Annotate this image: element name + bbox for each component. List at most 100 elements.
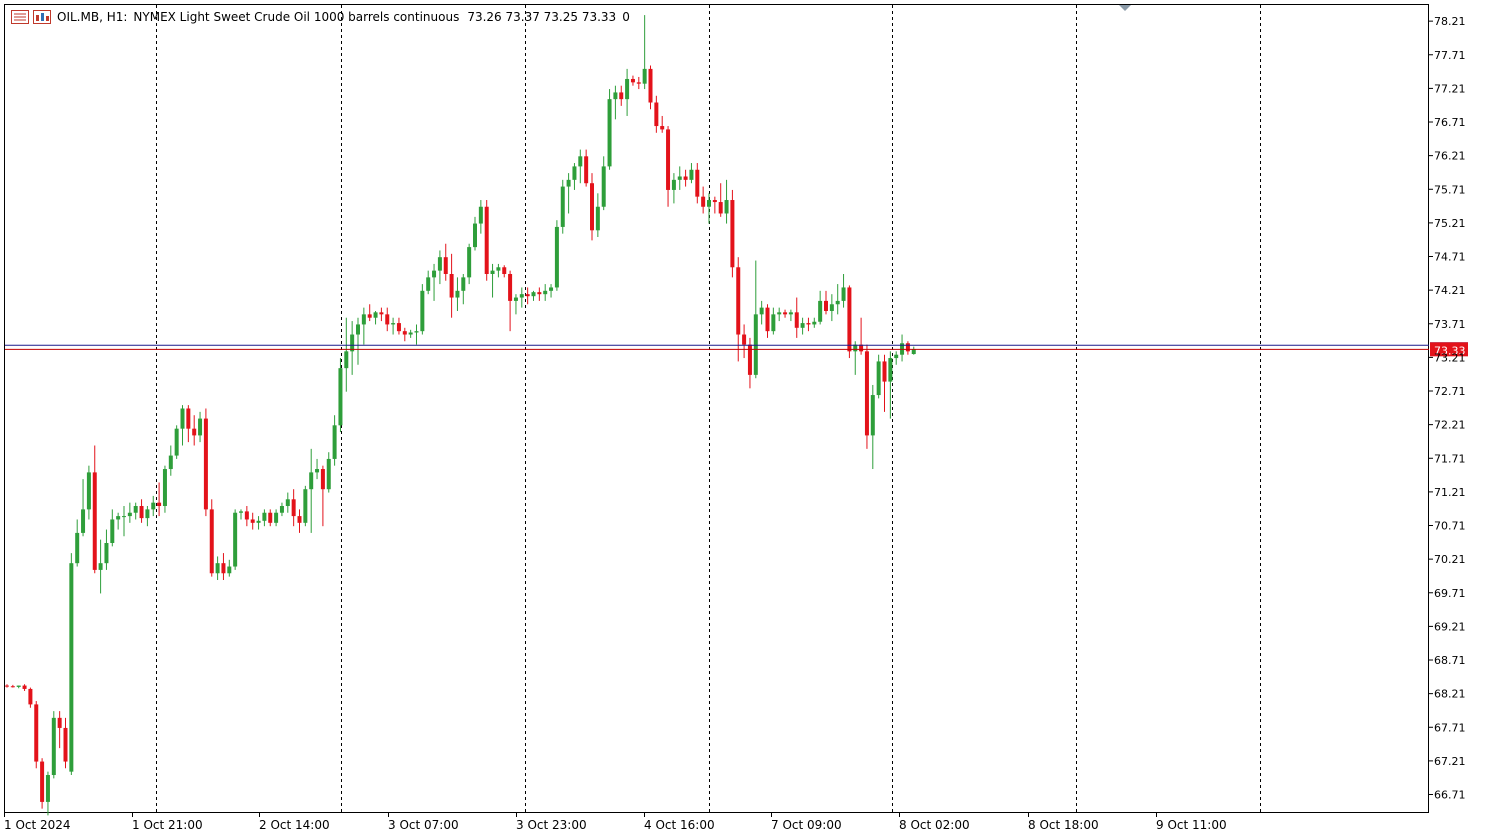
candle-body [315,469,320,473]
candle-body [543,290,548,295]
candle-body [759,307,764,315]
candle-body [81,509,86,533]
symbol-list-icon[interactable] [11,10,29,24]
candle-body [666,129,671,190]
candle-body [455,290,460,298]
candle-body [484,206,489,274]
candle-body [198,418,203,436]
candle-body [320,469,325,490]
y-tick-label: 76.71 [1434,116,1466,129]
candle-body [92,472,97,570]
candle-body [385,314,390,325]
candle-body [654,102,659,127]
candle-body [291,499,296,517]
candle-body [449,274,454,298]
candle-body [508,274,513,301]
candle-body [338,368,343,426]
candle-body [69,563,74,772]
y-tick-label: 72.71 [1434,385,1466,398]
candle-body [905,343,910,352]
candle-body [344,351,349,369]
candle-body [695,169,700,197]
candle-body [162,469,167,507]
candle-body [701,196,706,207]
candle-body [408,332,413,335]
candle-body [478,206,483,224]
candle-body [911,349,916,355]
candle-body [747,344,752,375]
candle-body [777,312,782,315]
candle-body [250,519,255,523]
y-tick-label: 68.21 [1434,688,1466,701]
candle-body [648,68,653,103]
candle-body [841,287,846,301]
candle-body [239,511,243,513]
candle-body [870,395,875,436]
x-tick-label: 9 Oct 11:00 [1156,818,1227,832]
ohlc-values: 73.26 73.37 73.25 73.33 [467,10,617,24]
scroll-marker-icon[interactable] [1119,5,1131,11]
chart-window-icon[interactable] [33,10,51,24]
candle-body [227,566,232,574]
candle-body [356,324,360,335]
candle-body [894,354,899,359]
y-tick-label: 77.71 [1434,49,1466,62]
candle-body [157,502,162,507]
candle-body [215,563,220,574]
candle-body [104,543,109,564]
candle-body [742,334,747,345]
candle-body [303,489,308,523]
symbol-description: NYMEX Light Sweet Crude Oil 1000 barrels… [133,10,460,24]
candle-body [151,502,156,510]
candle-body [829,304,834,311]
y-tick-label: 76.21 [1434,150,1466,163]
candle-body [361,314,366,325]
candle-body [812,321,817,325]
y-tick-label: 71.71 [1434,452,1466,465]
candle-body [683,176,688,180]
candle-body [437,257,442,271]
candle-body [45,775,50,802]
candle-body [40,761,45,802]
candle-body [636,82,641,84]
candle-body [496,267,501,271]
y-tick-label: 78.21 [1434,15,1466,28]
y-tick-label: 67.71 [1434,721,1466,734]
price-lines: 73.33 [5,342,1468,357]
candle-body [765,307,770,332]
plot-area [4,4,1429,813]
candle-body [332,425,337,459]
candle-body [531,292,536,297]
y-tick-label: 74.71 [1434,251,1466,264]
volume-value: 0 [622,10,630,24]
candle-body [16,685,21,687]
candle-body [28,688,33,705]
candle-body [285,499,290,507]
candle-body [847,287,852,352]
y-tick-label: 70.21 [1434,553,1466,566]
candle-body [806,323,811,325]
candle-body [613,92,618,100]
candle-body [467,247,472,278]
y-tick-label: 77.21 [1434,82,1466,95]
price-axis: 78.21 77.71 77.21 76.71 76.21 75.71 75.21 74.71… [1429,15,1466,802]
candle-body [443,257,448,274]
candle-body [824,300,828,311]
candle-body [127,512,132,517]
candle-body [642,68,647,84]
candle-body [753,314,758,375]
candle-body [519,294,524,298]
candle-body [233,512,238,567]
y-tick-label: 72.21 [1434,419,1466,432]
candle-body [367,314,372,318]
y-tick-label: 71.21 [1434,486,1466,499]
candle-body [660,126,665,130]
symbol-label: OIL.MB, H1: [57,10,128,24]
candle-body [537,292,542,295]
candle-body [5,685,9,687]
candle-body [630,78,635,83]
candle-body [554,226,559,288]
y-tick-label: 73.71 [1434,318,1466,331]
time-grid [156,5,1261,812]
